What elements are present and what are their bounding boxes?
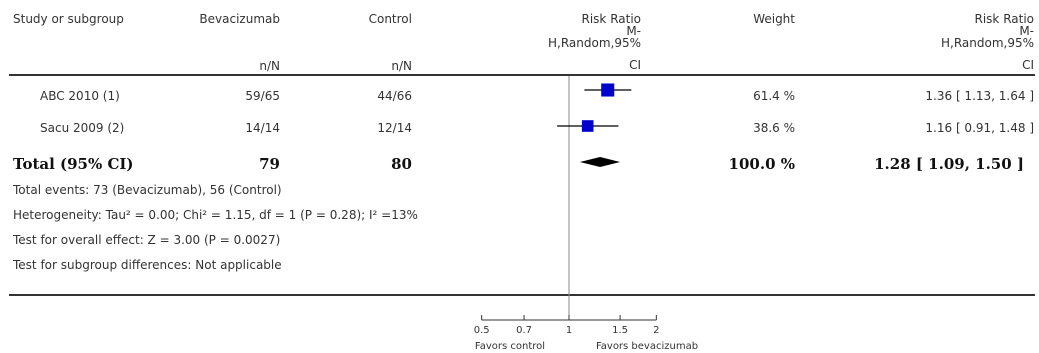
study-control: 44/66 [377,89,412,103]
total-bevacizumab: 79 [259,155,280,173]
header-risk-ratio-plot-ci: CI [629,58,641,72]
footer-divider [9,294,1035,296]
study-weight: 38.6 % [753,121,795,135]
x-tick-label: 2 [653,325,659,336]
header-control-nN: n/N [391,59,412,73]
study-bevacizumab: 14/14 [245,121,280,135]
study-marker [601,83,615,97]
study-ci-text: 1.16 [ 0.91, 1.48 ] [925,121,1034,135]
study-name: ABC 2010 (1) [40,89,120,103]
total-control: 80 [391,155,412,173]
header-risk-ratio-plot-method: H,Random,95% [547,36,641,50]
header-bevacizumab: Bevacizumab [199,12,280,26]
favors-bevacizumab-label: Favors bevacizumab [596,341,698,352]
header-weight: Weight [753,12,795,26]
study-marker [581,120,594,132]
x-tick-label: 0.5 [474,325,490,336]
header-risk-ratio-plot: Risk Ratio [581,12,642,26]
x-tick-label: 0.7 [516,325,532,336]
total-label: Total (95% CI) [13,155,134,173]
study-name: Sacu 2009 (2) [40,121,125,135]
x-tick-label: 1 [566,325,572,336]
study-bevacizumab: 59/65 [245,89,280,103]
footnote-heterogeneity: Heterogeneity: Tau² = 0.00; Chi² = 1.15,… [13,208,418,222]
header-risk-ratio-text-m: M- [1019,24,1034,38]
footnote-overall-effect: Test for overall effect: Z = 3.00 (P = 0… [13,233,281,247]
header-risk-ratio-text-method: H,Random,95% [940,36,1034,50]
header-control: Control [368,12,412,26]
x-tick-label: 1.5 [612,325,628,336]
study-ci-text: 1.36 [ 1.13, 1.64 ] [925,89,1034,103]
header-risk-ratio-plot-m: M- [626,24,641,38]
header-risk-ratio-text: Risk Ratio [974,12,1035,26]
pooled-diamond [579,157,621,167]
total-ci-text: 1.28 [ 1.09, 1.50 ] [874,155,1024,173]
footnote-events: Total events: 73 (Bevacizumab), 56 (Cont… [13,183,282,197]
header-risk-ratio-text-ci: CI [1022,58,1034,72]
header-bevacizumab-nN: n/N [259,59,280,73]
favors-control-label: Favors control [475,341,545,352]
study-control: 12/14 [377,121,412,135]
footnote-subgroup: Test for subgroup differences: Not appli… [13,258,282,272]
header-study: Study or subgroup [13,12,124,26]
header-divider [9,74,1035,76]
total-weight: 100.0 % [728,155,795,173]
study-weight: 61.4 % [753,89,795,103]
